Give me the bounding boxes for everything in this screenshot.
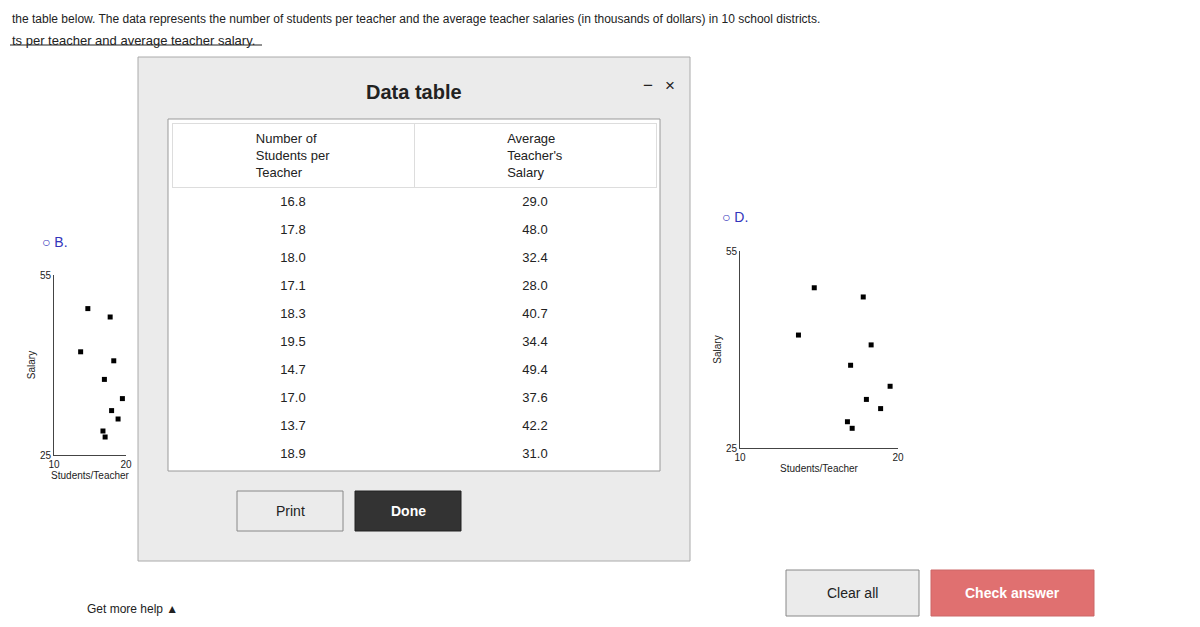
svg-text:13.7: 13.7 (280, 418, 305, 433)
svg-text:Salary: Salary (712, 335, 723, 363)
svg-text:×: × (665, 76, 675, 95)
svg-text:19.5: 19.5 (280, 334, 305, 349)
svg-text:17.8: 17.8 (280, 222, 305, 237)
svg-text:20: 20 (892, 452, 904, 463)
svg-text:Students/Teacher: Students/Teacher (780, 463, 858, 474)
svg-text:Done: Done (391, 503, 426, 519)
svg-text:29.0: 29.0 (522, 194, 547, 209)
svg-text:20: 20 (120, 459, 132, 470)
svg-text:○ B.: ○ B. (42, 234, 68, 250)
svg-text:10: 10 (48, 459, 60, 470)
svg-text:16.8: 16.8 (280, 194, 305, 209)
svg-text:Data table: Data table (366, 81, 462, 103)
svg-text:Students/Teacher: Students/Teacher (51, 470, 129, 481)
svg-text:○ D.: ○ D. (722, 209, 748, 225)
svg-text:25: 25 (726, 443, 738, 454)
svg-text:55: 55 (726, 246, 738, 257)
svg-text:18.9: 18.9 (280, 446, 305, 461)
svg-text:55: 55 (40, 270, 52, 281)
svg-text:48.0: 48.0 (522, 222, 547, 237)
svg-text:10: 10 (734, 452, 746, 463)
svg-text:Check answer: Check answer (965, 585, 1060, 601)
svg-text:Number ofStudents perTeacher: Number ofStudents perTeacher (256, 131, 330, 180)
svg-text:42.2: 42.2 (522, 418, 547, 433)
svg-text:−: − (643, 76, 653, 95)
svg-text:25: 25 (40, 450, 52, 461)
svg-text:34.4: 34.4 (522, 334, 547, 349)
svg-text:17.1: 17.1 (280, 278, 305, 293)
svg-text:31.0: 31.0 (522, 446, 547, 461)
svg-text:ts per teacher and average tea: ts per teacher and average teacher salar… (12, 33, 255, 48)
svg-text:Get more help ▲: Get more help ▲ (87, 602, 178, 616)
svg-text:40.7: 40.7 (522, 306, 547, 321)
svg-text:32.4: 32.4 (522, 250, 547, 265)
svg-text:Salary: Salary (26, 351, 37, 379)
svg-text:28.0: 28.0 (522, 278, 547, 293)
svg-text:18.0: 18.0 (280, 250, 305, 265)
svg-text:14.7: 14.7 (280, 362, 305, 377)
svg-text:37.6: 37.6 (522, 390, 547, 405)
svg-text:AverageTeacher'sSalary: AverageTeacher'sSalary (507, 131, 563, 180)
svg-text:49.4: 49.4 (522, 362, 547, 377)
svg-text:Print: Print (276, 503, 305, 519)
svg-text:Clear all: Clear all (827, 585, 878, 601)
svg-text:17.0: 17.0 (280, 390, 305, 405)
svg-text:18.3: 18.3 (280, 306, 305, 321)
svg-text:the table below. The data repr: the table below. The data represents the… (12, 12, 820, 26)
